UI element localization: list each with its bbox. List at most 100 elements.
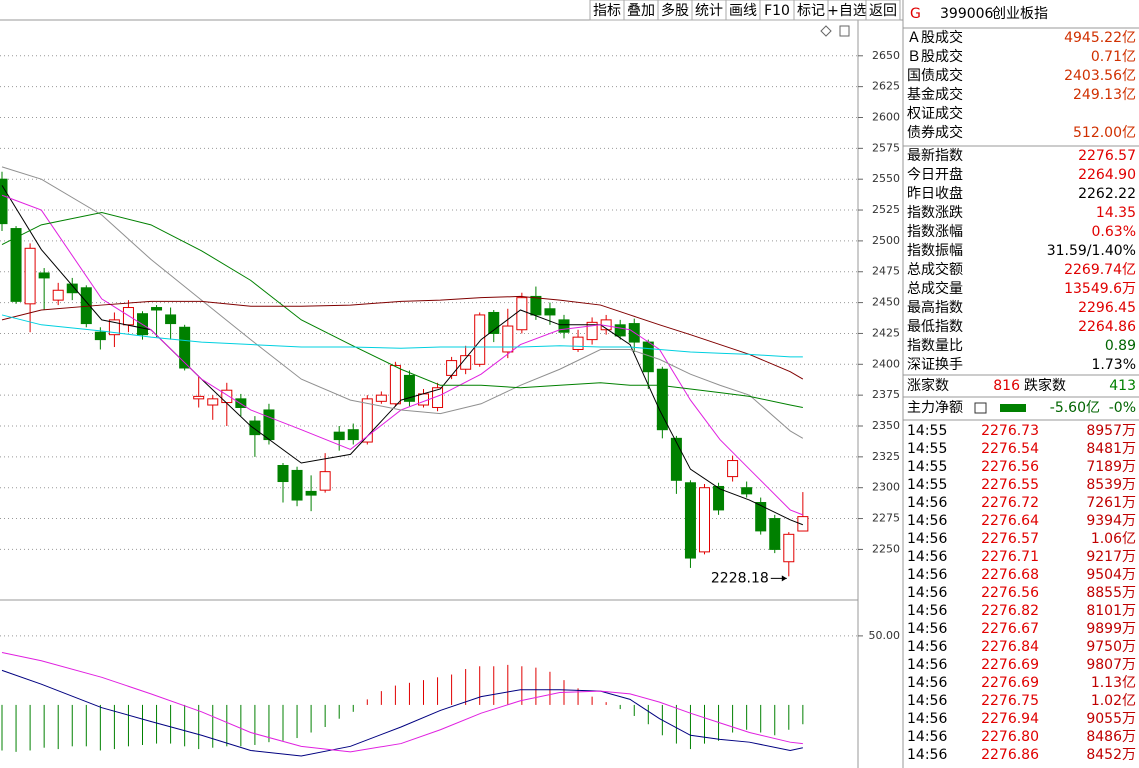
y-tick-label: 2250 [872, 542, 900, 555]
toolbar-label[interactable]: 统计 [695, 3, 723, 19]
tick-volume: 9394万 [1086, 513, 1136, 529]
candle-body [193, 395, 205, 400]
y-tick-label: 2575 [872, 141, 900, 154]
tick-volume: 9807万 [1086, 657, 1136, 673]
tick-volume: 7189万 [1086, 459, 1136, 475]
tick-price: 2276.68 [981, 567, 1039, 583]
tick-price: 2276.72 [981, 495, 1039, 511]
candle-body [249, 420, 261, 436]
stat-label: 总成交额 [907, 261, 963, 278]
tick-price: 2276.84 [981, 639, 1039, 655]
stat-value: 1.73% [1092, 357, 1136, 373]
tick-time: 14:56 [907, 639, 947, 655]
y-tick-label: 2650 [872, 49, 900, 62]
indicator-line [1, 651, 803, 753]
stat-value: 4945.22亿 [1064, 30, 1136, 46]
toolbar-label[interactable]: 多股 [661, 2, 689, 19]
tick-price: 2276.56 [981, 585, 1039, 601]
candle-body [516, 297, 528, 331]
toolbar-button[interactable] [865, 0, 901, 21]
tick-time: 14:56 [907, 567, 947, 583]
tick-volume: 8486万 [1086, 729, 1136, 745]
tick-price: 2276.82 [981, 603, 1039, 619]
tick-time: 14:56 [907, 495, 947, 511]
tick-volume: 8101万 [1086, 603, 1136, 619]
stat-label: 昨日收盘 [907, 185, 963, 202]
candle-body [10, 228, 22, 302]
stat-value: 2264.86 [1078, 319, 1136, 335]
candle-body [66, 283, 78, 294]
candle-body [235, 398, 247, 408]
tick-time: 14:56 [907, 711, 947, 727]
candle-body [361, 398, 373, 443]
tick-time: 14:56 [907, 513, 947, 529]
candle-body [670, 437, 682, 481]
candle-body [263, 409, 275, 441]
tick-price: 2276.73 [981, 423, 1039, 439]
candle-body [151, 307, 163, 311]
stat-label: Ｂ股成交 [907, 48, 963, 65]
y-tick-label: 2525 [872, 203, 900, 216]
candle-body [389, 365, 401, 405]
candle-body [305, 490, 317, 496]
y-tick-label: 2325 [872, 450, 900, 463]
toolbar-label[interactable]: 叠加 [627, 3, 655, 19]
tick-time: 14:55 [907, 477, 947, 493]
y-tick-label: 2450 [872, 296, 900, 309]
tick-price: 2276.71 [981, 549, 1039, 565]
tick-time: 14:56 [907, 747, 947, 763]
candle-body [94, 331, 106, 341]
flow-icon[interactable] [974, 402, 987, 414]
candle-body [544, 308, 556, 316]
y-tick-label: 2350 [872, 419, 900, 432]
name: 创业板指 [992, 6, 1048, 22]
toolbar-label[interactable]: 返回 [869, 3, 897, 19]
tick-time: 14:56 [907, 549, 947, 565]
tick-price: 2276.80 [981, 729, 1039, 745]
stat-value: 2269.74亿 [1064, 262, 1136, 278]
y-tick-label: 2425 [872, 326, 900, 339]
tick-volume: 9504万 [1086, 567, 1136, 583]
y-tick-label: 2375 [872, 388, 900, 401]
toolbar-label[interactable]: 标记 [797, 3, 825, 19]
candle-body [446, 360, 458, 376]
tick-volume: 1.02亿 [1091, 693, 1136, 709]
stat-value: 0.89 [1105, 338, 1136, 354]
y-tick-label: 2275 [872, 512, 900, 525]
icon[interactable] [839, 25, 850, 37]
tick-price: 2276.67 [981, 621, 1039, 637]
candle-body [179, 326, 191, 369]
indicator-line [1, 314, 803, 358]
stat-label: 指数涨幅 [907, 224, 963, 240]
candle-body [769, 518, 781, 550]
candle-body [727, 460, 739, 478]
candle-body [713, 485, 725, 511]
low-annotation: 2228.18 [711, 570, 769, 586]
toolbar-label[interactable]: +自选 [827, 3, 867, 19]
tick-time: 14:56 [907, 657, 947, 673]
stat-value: 2276.57 [1078, 148, 1136, 164]
candle-body [699, 487, 710, 553]
stat-label: 指数振幅 [907, 243, 963, 259]
stat-label: 最低指数 [907, 319, 963, 335]
stat-value: 13549.6万 [1064, 281, 1136, 297]
candle-body [488, 311, 500, 334]
toolbar-label[interactable]: 指标 [593, 3, 621, 19]
tick-price: 2276.75 [981, 693, 1039, 709]
candle-body [614, 324, 626, 337]
candle-body [403, 374, 415, 402]
annotation-arrow-head [781, 575, 787, 582]
stat-label: 基金成交 [907, 86, 963, 103]
indicator-line [1, 166, 804, 439]
stat-label: 指数涨跌 [907, 205, 963, 221]
tick-volume: 1.06亿 [1091, 531, 1136, 547]
tick-price: 2276.94 [981, 711, 1039, 727]
toolbar-label[interactable]: 画线 [729, 3, 757, 19]
breadth-value: 816 [993, 378, 1020, 394]
candle-body [277, 464, 289, 483]
y-tick-label: 2300 [872, 481, 900, 494]
toolbar-label[interactable]: F10 [764, 3, 790, 19]
icon[interactable] [820, 25, 832, 37]
